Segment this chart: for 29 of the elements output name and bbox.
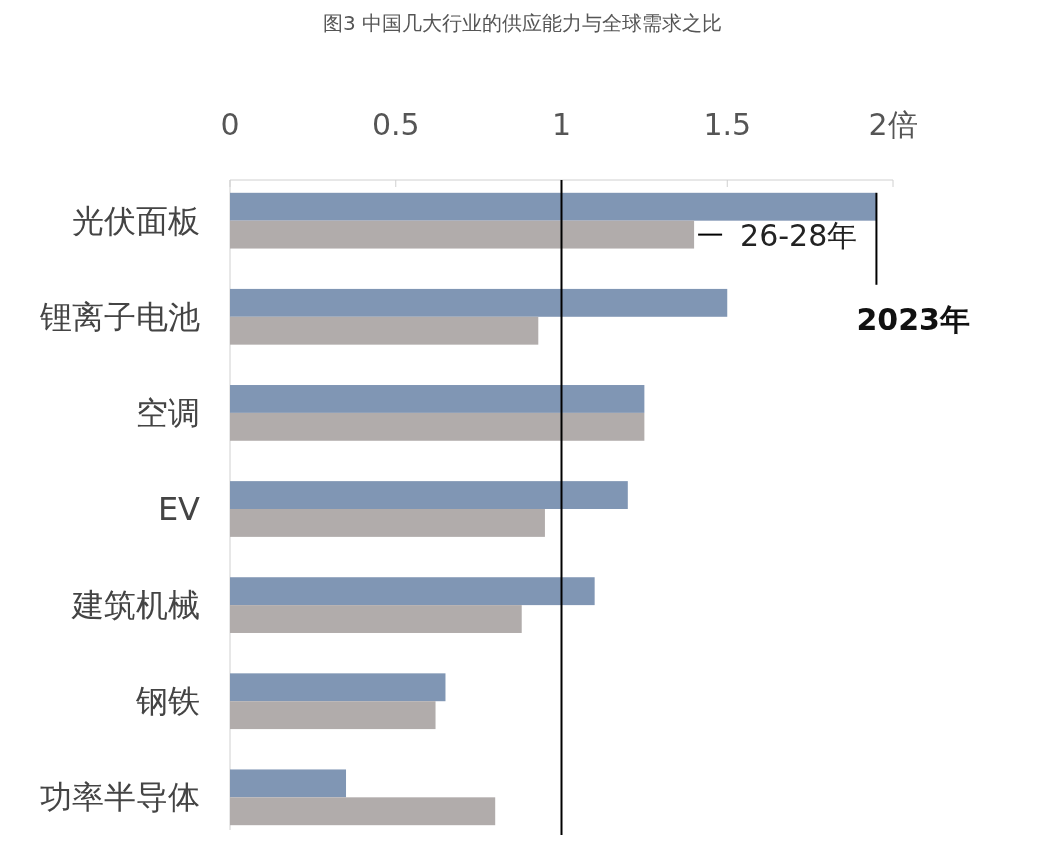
y-tick-label: 空调 bbox=[136, 393, 200, 432]
bar bbox=[230, 220, 695, 249]
bar bbox=[230, 412, 645, 441]
y-tick-label: 锂离子电池 bbox=[39, 297, 200, 336]
bar bbox=[230, 385, 645, 413]
bar bbox=[230, 577, 595, 606]
bar bbox=[230, 288, 728, 317]
bar bbox=[230, 316, 539, 345]
bar bbox=[230, 605, 522, 633]
y-tick-label: EV bbox=[157, 490, 201, 528]
bar bbox=[230, 701, 436, 730]
text: 2023年 bbox=[856, 301, 970, 337]
y-tick-label: 光伏面板 bbox=[72, 201, 200, 240]
x-tick-label: 0 bbox=[220, 107, 240, 142]
x-tick-label: 1.5 bbox=[703, 107, 752, 142]
chart-title: 图3 中国几大行业的供应能力与全球需求之比 bbox=[322, 11, 723, 35]
bar bbox=[230, 481, 628, 509]
x-tick-label: 1 bbox=[551, 107, 572, 142]
bar bbox=[230, 769, 347, 798]
bar bbox=[230, 797, 496, 826]
bar bbox=[230, 509, 545, 537]
bar bbox=[230, 192, 877, 221]
y-tick-label: 钢铁 bbox=[135, 682, 200, 721]
series-label: 26-28年 bbox=[740, 217, 858, 253]
y-tick-label: 建筑机械 bbox=[71, 586, 200, 625]
bar bbox=[230, 673, 446, 702]
x-tick-label: 2倍 bbox=[868, 107, 918, 142]
x-tick-label: 0.5 bbox=[371, 107, 420, 142]
y-tick-label: 功率半导体 bbox=[40, 778, 200, 817]
